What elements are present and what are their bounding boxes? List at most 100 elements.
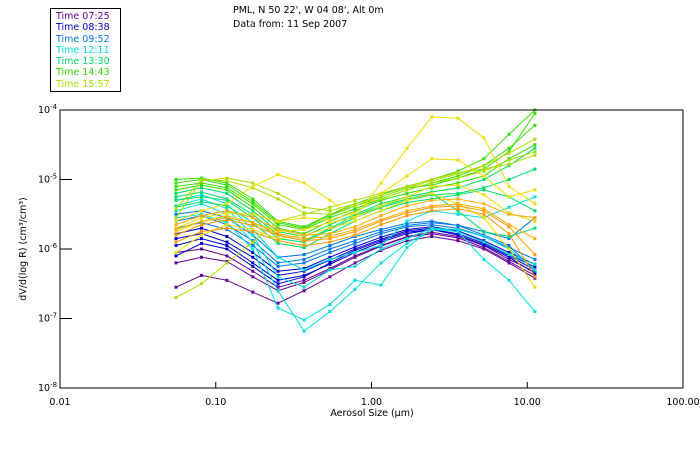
data-point [251, 221, 255, 225]
data-point [456, 174, 460, 178]
data-point [200, 233, 203, 237]
data-point [174, 207, 178, 211]
data-point [405, 214, 409, 218]
data-point [533, 143, 537, 147]
data-point [276, 285, 280, 289]
data-point [276, 269, 280, 273]
data-point [276, 197, 280, 201]
data-point [225, 197, 229, 201]
data-point [430, 115, 434, 119]
data-point [430, 181, 434, 185]
data-point [430, 157, 434, 161]
data-point [405, 237, 409, 241]
data-point [302, 233, 306, 237]
data-point [456, 207, 460, 211]
data-point [251, 205, 255, 209]
data-point [456, 209, 460, 213]
axes-layer: 0.01 0.10 1.00 10.00 100.00 10-4 10-5 10-6 10-7 1… [38, 103, 700, 408]
data-point [225, 183, 229, 187]
data-point [405, 174, 409, 178]
data-point [353, 278, 357, 282]
data-point [328, 235, 332, 238]
data-point [328, 232, 332, 236]
series-later-31 [174, 204, 537, 257]
data-point [251, 216, 255, 220]
data-point [379, 204, 383, 208]
data-point [405, 221, 409, 225]
data-point [379, 283, 383, 287]
data-point [482, 257, 486, 261]
data-point [328, 261, 332, 265]
data-point [225, 218, 229, 222]
data-point [200, 178, 203, 181]
data-point [200, 200, 203, 204]
data-point [174, 184, 178, 188]
data-point [405, 200, 409, 204]
data-point [430, 198, 434, 202]
data-point [251, 200, 255, 204]
data-point [533, 216, 537, 220]
data-point [353, 233, 357, 237]
data-point [430, 178, 434, 181]
data-point [533, 265, 537, 269]
data-point [533, 188, 537, 192]
data-point [276, 275, 280, 279]
data-point [482, 246, 486, 250]
data-point [328, 226, 332, 230]
data-point [456, 176, 460, 180]
data-point [507, 260, 511, 263]
data-point [174, 237, 178, 241]
data-point [251, 247, 255, 251]
data-point [200, 195, 203, 199]
data-point [251, 269, 255, 273]
data-point [225, 176, 229, 180]
data-point [405, 219, 409, 223]
data-point [200, 183, 203, 187]
data-point [225, 179, 229, 183]
data-point [533, 275, 537, 279]
data-point [533, 237, 537, 241]
data-point [456, 171, 460, 175]
data-point [405, 211, 409, 215]
data-point [379, 230, 383, 234]
x-tick-label: 100.00 [666, 397, 699, 408]
data-point [225, 235, 229, 238]
data-point [456, 233, 460, 237]
data-point [456, 202, 460, 206]
data-point [174, 228, 178, 231]
data-point [533, 123, 537, 127]
data-point [174, 261, 178, 265]
data-point [276, 261, 280, 265]
data-point [405, 209, 409, 213]
data-point [482, 178, 486, 181]
data-point [302, 253, 306, 257]
data-point [174, 191, 178, 195]
data-point [251, 202, 255, 206]
series-layer [174, 108, 537, 333]
data-point [405, 146, 409, 150]
data-point [251, 233, 255, 237]
data-point [200, 197, 203, 201]
data-point [353, 248, 357, 252]
data-point [405, 223, 409, 227]
data-point [507, 212, 511, 216]
data-point [379, 202, 383, 206]
data-point [456, 212, 460, 216]
data-point [251, 223, 255, 227]
data-point [379, 261, 383, 265]
data-point [328, 198, 332, 202]
data-point [353, 211, 357, 215]
data-point [225, 254, 229, 258]
data-point [456, 204, 460, 208]
data-point [200, 247, 203, 251]
data-point [507, 132, 511, 136]
data-point [507, 225, 511, 229]
data-point [328, 303, 332, 307]
data-point [456, 228, 460, 231]
x-tick-label: 10.00 [514, 397, 541, 408]
data-point [251, 228, 255, 231]
data-point [251, 275, 255, 279]
data-point [533, 153, 537, 157]
data-point [200, 219, 203, 223]
